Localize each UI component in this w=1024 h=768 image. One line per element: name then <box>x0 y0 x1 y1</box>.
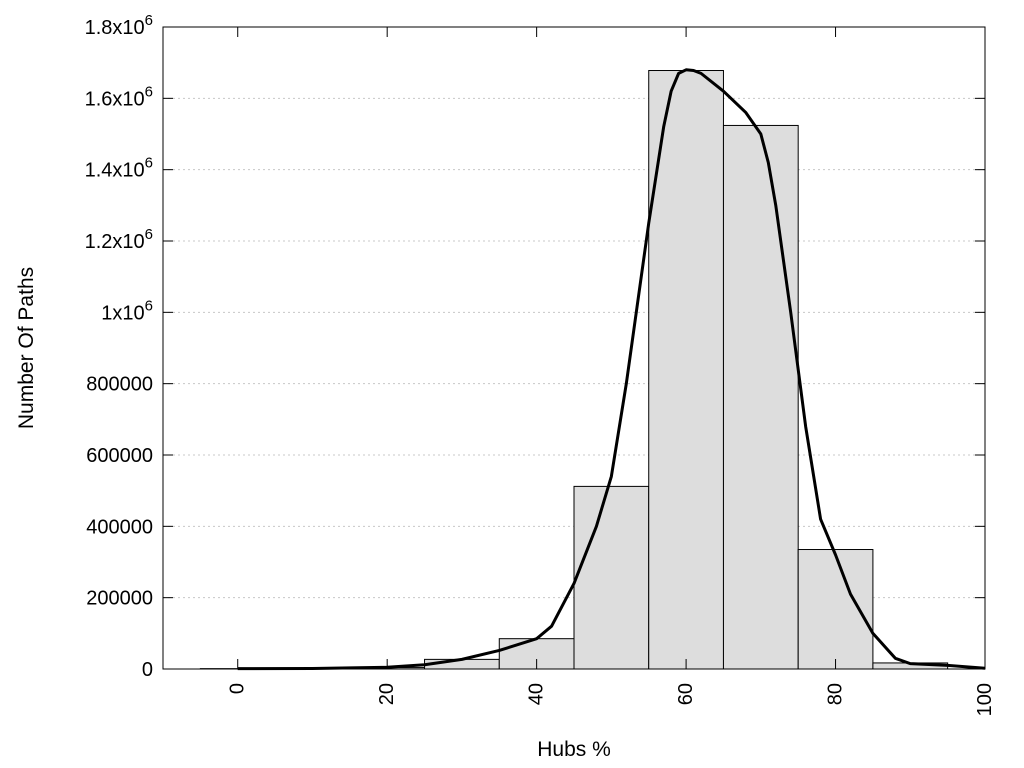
density-curve-layer <box>237 68 986 671</box>
histogram-bar <box>797 549 874 670</box>
y-tick-label: 800000 <box>86 374 153 396</box>
grid-lines <box>163 97 985 599</box>
y-tick-label: 400000 <box>86 516 153 538</box>
y-tick-label: 1.4x106 <box>85 155 153 182</box>
y-tick-label: 1.8x106 <box>85 12 153 39</box>
plot-frame <box>162 26 986 670</box>
histogram-bar <box>722 124 799 670</box>
x-tick-label: 60 <box>675 683 697 705</box>
x-tick-label: 0 <box>227 683 249 694</box>
y-tick-label: 1x106 <box>101 297 153 324</box>
y-tick-label: 200000 <box>86 588 153 610</box>
y-tick-label: 600000 <box>86 445 153 467</box>
x-axis-ticks: 0 20 40 60 80 100 <box>227 27 996 716</box>
x-axis-title: Hubs % <box>537 738 611 761</box>
y-tick-label: 1.6x106 <box>85 83 153 110</box>
x-tick-label: 80 <box>825 683 847 705</box>
y-tick-label: 1.2x106 <box>85 226 153 253</box>
x-tick-label: 100 <box>974 683 996 716</box>
histogram-bar <box>573 485 650 670</box>
x-tick-label: 20 <box>376 683 398 705</box>
y-axis-title: Number Of Paths <box>15 267 38 429</box>
y-axis-ticks: 0 200000 400000 600000 800000 1x106 1.2x106 1.4… <box>85 12 985 681</box>
histogram-bars <box>199 70 949 670</box>
x-tick-label: 40 <box>526 683 548 705</box>
density-curve <box>237 68 986 671</box>
y-tick-label: 0 <box>142 659 153 681</box>
